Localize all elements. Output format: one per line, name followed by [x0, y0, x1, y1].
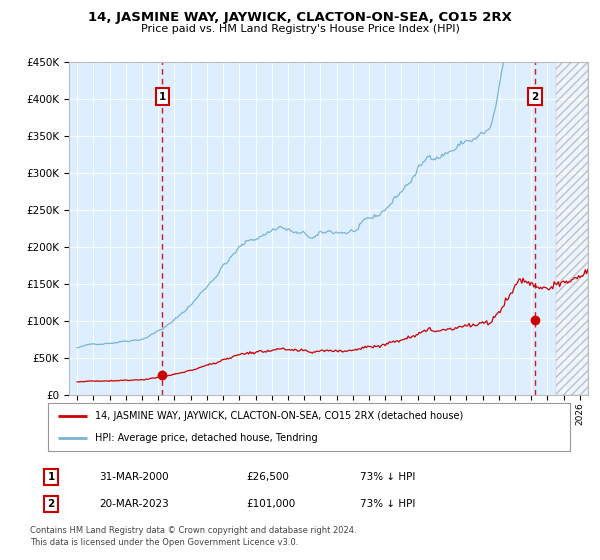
Text: 14, JASMINE WAY, JAYWICK, CLACTON-ON-SEA, CO15 2RX (detached house): 14, JASMINE WAY, JAYWICK, CLACTON-ON-SEA… — [95, 411, 463, 421]
Text: 31-MAR-2000: 31-MAR-2000 — [99, 472, 169, 482]
Text: 2: 2 — [531, 92, 538, 101]
Text: 73% ↓ HPI: 73% ↓ HPI — [360, 472, 415, 482]
Text: £26,500: £26,500 — [246, 472, 289, 482]
Text: 20-MAR-2023: 20-MAR-2023 — [99, 499, 169, 509]
Text: 73% ↓ HPI: 73% ↓ HPI — [360, 499, 415, 509]
Text: Contains HM Land Registry data © Crown copyright and database right 2024.
This d: Contains HM Land Registry data © Crown c… — [30, 526, 356, 547]
Text: HPI: Average price, detached house, Tendring: HPI: Average price, detached house, Tend… — [95, 433, 317, 443]
Text: 2: 2 — [47, 499, 55, 509]
Text: Price paid vs. HM Land Registry's House Price Index (HPI): Price paid vs. HM Land Registry's House … — [140, 24, 460, 34]
Text: £101,000: £101,000 — [246, 499, 295, 509]
Text: 1: 1 — [158, 92, 166, 101]
Text: 14, JASMINE WAY, JAYWICK, CLACTON-ON-SEA, CO15 2RX: 14, JASMINE WAY, JAYWICK, CLACTON-ON-SEA… — [88, 11, 512, 24]
Text: 1: 1 — [47, 472, 55, 482]
